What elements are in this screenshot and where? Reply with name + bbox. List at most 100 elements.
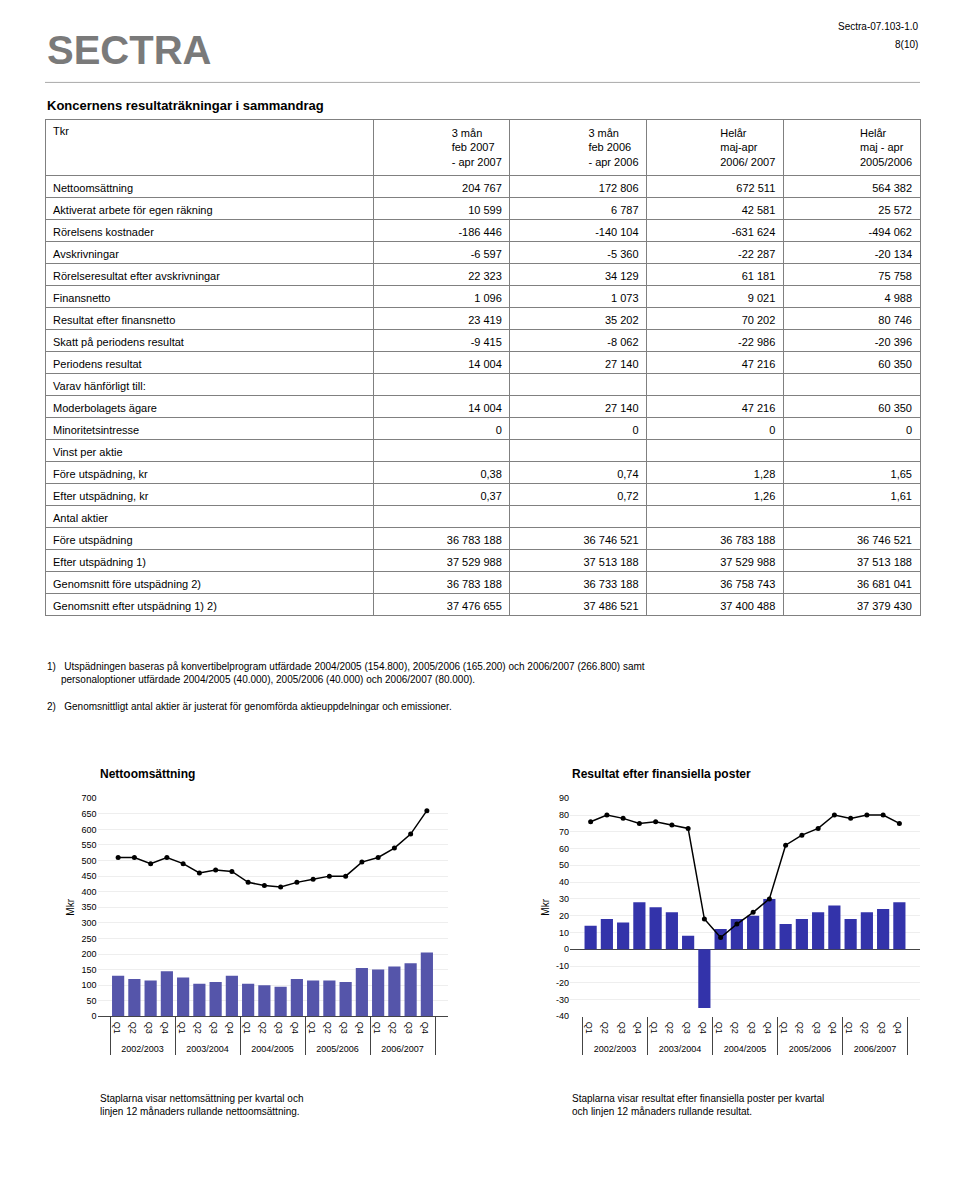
svg-text:37 529 988: 37 529 988 bbox=[447, 556, 502, 568]
svg-text:Vinst per aktie: Vinst per aktie bbox=[53, 446, 123, 458]
svg-text:Periodens resultat: Periodens resultat bbox=[53, 358, 142, 370]
svg-text:SECTRA: SECTRA bbox=[47, 28, 211, 72]
svg-text:2005/2006: 2005/2006 bbox=[789, 1044, 832, 1054]
svg-text:Q4: Q4 bbox=[355, 1022, 365, 1034]
svg-text:Koncernens resultaträkningar i: Koncernens resultaträkningar i sammandra… bbox=[47, 98, 324, 113]
svg-text:Resultat efter finansnetto: Resultat efter finansnetto bbox=[53, 314, 175, 326]
svg-text:Q2: Q2 bbox=[730, 1022, 740, 1034]
svg-text:8(10): 8(10) bbox=[895, 39, 918, 50]
svg-text:564 382: 564 382 bbox=[872, 182, 912, 194]
svg-text:2004/2005: 2004/2005 bbox=[251, 1044, 294, 1054]
svg-text:36 783 188: 36 783 188 bbox=[720, 534, 775, 546]
svg-text:25 572: 25 572 bbox=[878, 204, 912, 216]
svg-text:-30: -30 bbox=[556, 995, 569, 1005]
svg-text:Q4: Q4 bbox=[420, 1022, 430, 1034]
svg-text:Q1: Q1 bbox=[112, 1022, 122, 1034]
svg-text:23 419: 23 419 bbox=[468, 314, 502, 326]
svg-text:3 månfeb 2006- apr 2006: 3 månfeb 2006- apr 2006 bbox=[588, 127, 638, 168]
svg-text:47 216: 47 216 bbox=[742, 402, 776, 414]
svg-text:Q2: Q2 bbox=[323, 1022, 333, 1034]
svg-text:Q2: Q2 bbox=[258, 1022, 268, 1034]
svg-text:Q2: Q2 bbox=[193, 1022, 203, 1034]
svg-text:672 511: 672 511 bbox=[736, 182, 775, 194]
svg-text:-6 597: -6 597 bbox=[471, 248, 502, 260]
svg-text:700: 700 bbox=[81, 793, 96, 803]
svg-text:Efter utspädning, kr: Efter utspädning, kr bbox=[53, 490, 149, 502]
svg-text:37 476 655: 37 476 655 bbox=[447, 600, 502, 612]
svg-text:40: 40 bbox=[559, 877, 569, 887]
svg-text:Q4: Q4 bbox=[893, 1022, 903, 1034]
svg-text:Q1: Q1 bbox=[649, 1022, 659, 1034]
svg-text:Q3: Q3 bbox=[747, 1022, 757, 1034]
svg-text:Aktiverat arbete för egen räkn: Aktiverat arbete för egen räkning bbox=[53, 204, 213, 216]
svg-text:Q4: Q4 bbox=[698, 1022, 708, 1034]
svg-text:36 783 188: 36 783 188 bbox=[447, 578, 502, 590]
svg-text:300: 300 bbox=[81, 918, 96, 928]
svg-text:Q1: Q1 bbox=[177, 1022, 187, 1034]
svg-text:37 379 430: 37 379 430 bbox=[857, 600, 912, 612]
svg-text:75 758: 75 758 bbox=[878, 270, 912, 282]
svg-text:2006/2007: 2006/2007 bbox=[381, 1044, 424, 1054]
svg-text:Före utspädning, kr: Före utspädning, kr bbox=[53, 468, 148, 480]
svg-text:34 129: 34 129 bbox=[605, 270, 639, 282]
svg-text:42 581: 42 581 bbox=[742, 204, 776, 216]
svg-text:Q3: Q3 bbox=[209, 1022, 219, 1034]
svg-text:200: 200 bbox=[81, 949, 96, 959]
svg-text:Q3: Q3 bbox=[339, 1022, 349, 1034]
svg-text:1) Utspädningen baseras på k: 1) Utspädningen baseras på konvertibelpr… bbox=[47, 661, 645, 685]
svg-text:70: 70 bbox=[559, 827, 569, 837]
svg-text:1,26: 1,26 bbox=[754, 490, 775, 502]
svg-text:Q2: Q2 bbox=[795, 1022, 805, 1034]
svg-text:36 746 521: 36 746 521 bbox=[584, 534, 639, 546]
svg-text:36 783 188: 36 783 188 bbox=[447, 534, 502, 546]
svg-text:-494 062: -494 062 bbox=[869, 226, 912, 238]
svg-text:172 806: 172 806 bbox=[599, 182, 639, 194]
svg-text:0,37: 0,37 bbox=[480, 490, 501, 502]
svg-text:Rörelseresultat efter avskrivn: Rörelseresultat efter avskrivningar bbox=[53, 270, 220, 282]
svg-text:Sectra-07.103-1.0: Sectra-07.103-1.0 bbox=[838, 21, 918, 32]
svg-text:Antal aktier: Antal aktier bbox=[53, 512, 108, 524]
svg-text:Q1: Q1 bbox=[584, 1022, 594, 1034]
svg-text:Q3: Q3 bbox=[404, 1022, 414, 1034]
svg-text:50: 50 bbox=[559, 860, 569, 870]
svg-text:-9 415: -9 415 bbox=[471, 336, 502, 348]
svg-text:60 350: 60 350 bbox=[878, 402, 912, 414]
svg-text:Q2: Q2 bbox=[128, 1022, 138, 1034]
svg-text:47 216: 47 216 bbox=[742, 358, 776, 370]
svg-text:0,74: 0,74 bbox=[617, 468, 638, 480]
svg-text:Q4: Q4 bbox=[290, 1022, 300, 1034]
svg-text:1,61: 1,61 bbox=[891, 490, 912, 502]
svg-text:37 400 488: 37 400 488 bbox=[720, 600, 775, 612]
svg-text:3 månfeb 2007- apr 2007: 3 månfeb 2007- apr 2007 bbox=[452, 127, 502, 168]
svg-text:1,28: 1,28 bbox=[754, 468, 775, 480]
svg-text:204 767: 204 767 bbox=[462, 182, 502, 194]
svg-text:-20: -20 bbox=[556, 978, 569, 988]
svg-text:20: 20 bbox=[559, 911, 569, 921]
svg-text:90: 90 bbox=[559, 793, 569, 803]
svg-text:Q2: Q2 bbox=[388, 1022, 398, 1034]
svg-text:50: 50 bbox=[86, 996, 96, 1006]
svg-text:250: 250 bbox=[81, 934, 96, 944]
svg-text:2003/2004: 2003/2004 bbox=[186, 1044, 229, 1054]
svg-text:-20 396: -20 396 bbox=[875, 336, 912, 348]
svg-text:2006/2007: 2006/2007 bbox=[854, 1044, 897, 1054]
svg-text:10: 10 bbox=[559, 928, 569, 938]
svg-text:4 988: 4 988 bbox=[884, 292, 912, 304]
svg-text:Q2: Q2 bbox=[860, 1022, 870, 1034]
svg-text:0,38: 0,38 bbox=[480, 468, 501, 480]
svg-text:Varav hänförligt till:: Varav hänförligt till: bbox=[53, 380, 146, 392]
svg-text:Q1: Q1 bbox=[372, 1022, 382, 1034]
svg-text:Helårmaj - apr2005/2006: Helårmaj - apr2005/2006 bbox=[860, 127, 912, 168]
svg-text:500: 500 bbox=[81, 856, 96, 866]
svg-text:-631 624: -631 624 bbox=[732, 226, 775, 238]
svg-text:Mkr: Mkr bbox=[540, 898, 551, 915]
svg-text:Minoritetsintresse: Minoritetsintresse bbox=[53, 424, 139, 436]
svg-text:Rörelsens kostnader: Rörelsens kostnader bbox=[53, 226, 154, 238]
svg-text:Helårmaj-apr2006/ 2007: Helårmaj-apr2006/ 2007 bbox=[720, 127, 775, 168]
svg-text:Genomsnitt före utspädning 2): Genomsnitt före utspädning 2) bbox=[53, 578, 201, 590]
svg-text:Q4: Q4 bbox=[633, 1022, 643, 1034]
svg-text:36 681 041: 36 681 041 bbox=[857, 578, 912, 590]
svg-text:-22 986: -22 986 bbox=[738, 336, 775, 348]
svg-text:Q4: Q4 bbox=[225, 1022, 235, 1034]
svg-text:Q1: Q1 bbox=[779, 1022, 789, 1034]
